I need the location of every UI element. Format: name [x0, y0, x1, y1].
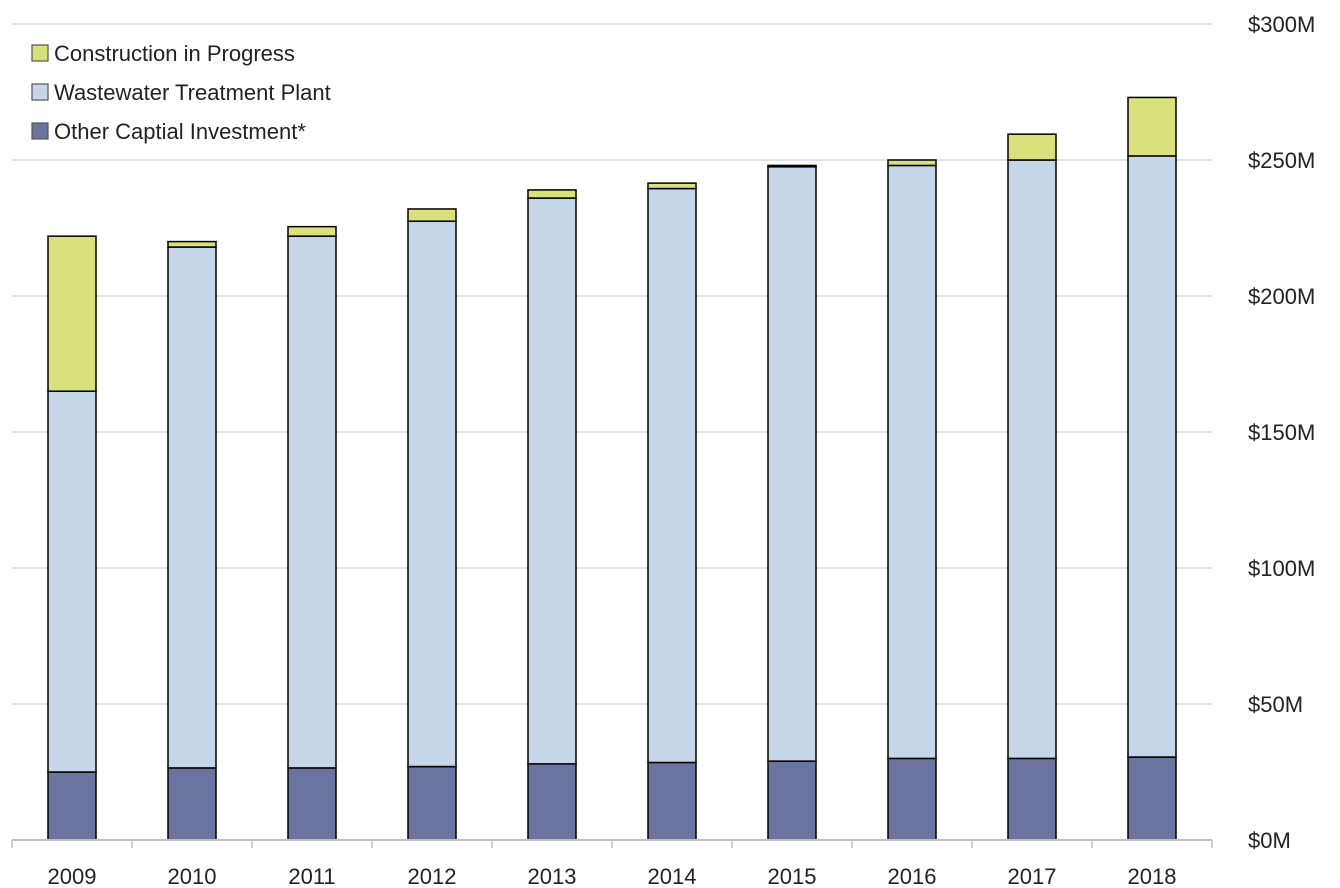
bar-segment: [887, 757, 937, 841]
y-tick-label: $100M: [1248, 556, 1315, 581]
x-tick-label: 2013: [528, 864, 577, 888]
x-tick-label: 2016: [888, 864, 937, 888]
x-tick-label: 2009: [48, 864, 97, 888]
bar-segment: [407, 220, 457, 768]
x-tick-label: 2014: [648, 864, 697, 888]
y-tick-label: $200M: [1248, 284, 1315, 309]
bar-segment: [47, 235, 97, 392]
x-tick-label: 2017: [1008, 864, 1057, 888]
bar-segment: [287, 235, 337, 769]
bar-segment: [1007, 757, 1057, 841]
bar-segment: [47, 771, 97, 841]
legend-label: Construction in Progress: [54, 41, 295, 66]
y-axis: $0M $50M $100M $150M $200M $250M $300M: [1248, 12, 1315, 853]
legend-swatch: [31, 122, 49, 140]
bar-segment: [527, 189, 577, 199]
legend-swatch: [31, 83, 49, 101]
bar-segment: [1127, 96, 1177, 157]
bar-segment: [647, 761, 697, 841]
y-tick-label: $250M: [1248, 148, 1315, 173]
legend: Construction in Progress Wastewater Treat…: [31, 41, 331, 144]
legend-label: Other Captial Investment*: [54, 119, 306, 144]
x-tick-label: 2010: [168, 864, 217, 888]
bar-segment: [287, 225, 337, 237]
bar-segment: [407, 765, 457, 841]
y-tick-label: $50M: [1248, 692, 1303, 717]
bar-segment: [527, 763, 577, 841]
bar-segment: [647, 187, 697, 764]
bar-segment: [167, 246, 217, 769]
x-axis: 2009 2010 2011 2012 2013 2014 2015 2016 2017 2018: [11, 839, 1213, 888]
y-tick-label: $300M: [1248, 12, 1315, 37]
x-tick-label: 2012: [408, 864, 457, 888]
x-tick-label: 2015: [768, 864, 817, 888]
legend-label: Wastewater Treatment Plant: [54, 80, 331, 105]
bar-segment: [767, 166, 817, 762]
y-tick-label: $150M: [1248, 420, 1315, 445]
bar-segment: [887, 164, 937, 760]
bar-segment: [407, 208, 457, 222]
bar-segment: [527, 197, 577, 765]
bar-segment: [167, 240, 217, 248]
bar-segment: [887, 159, 937, 167]
bar-segment: [1127, 756, 1177, 841]
bar-segment: [647, 182, 697, 190]
bar-segment: [47, 390, 97, 773]
y-tick-label: $0M: [1248, 828, 1291, 853]
bar-segment: [1127, 155, 1177, 758]
bar-segment: [1007, 133, 1057, 161]
x-tick-label: 2011: [288, 864, 335, 888]
legend-swatch: [31, 44, 49, 62]
bars: [47, 96, 1177, 841]
bar-segment: [1007, 159, 1057, 760]
x-tick-label: 2018: [1128, 864, 1177, 888]
bar-segment: [167, 767, 217, 841]
bar-segment: [767, 164, 817, 168]
bar-segment: [767, 760, 817, 841]
bar-segment: [287, 767, 337, 841]
